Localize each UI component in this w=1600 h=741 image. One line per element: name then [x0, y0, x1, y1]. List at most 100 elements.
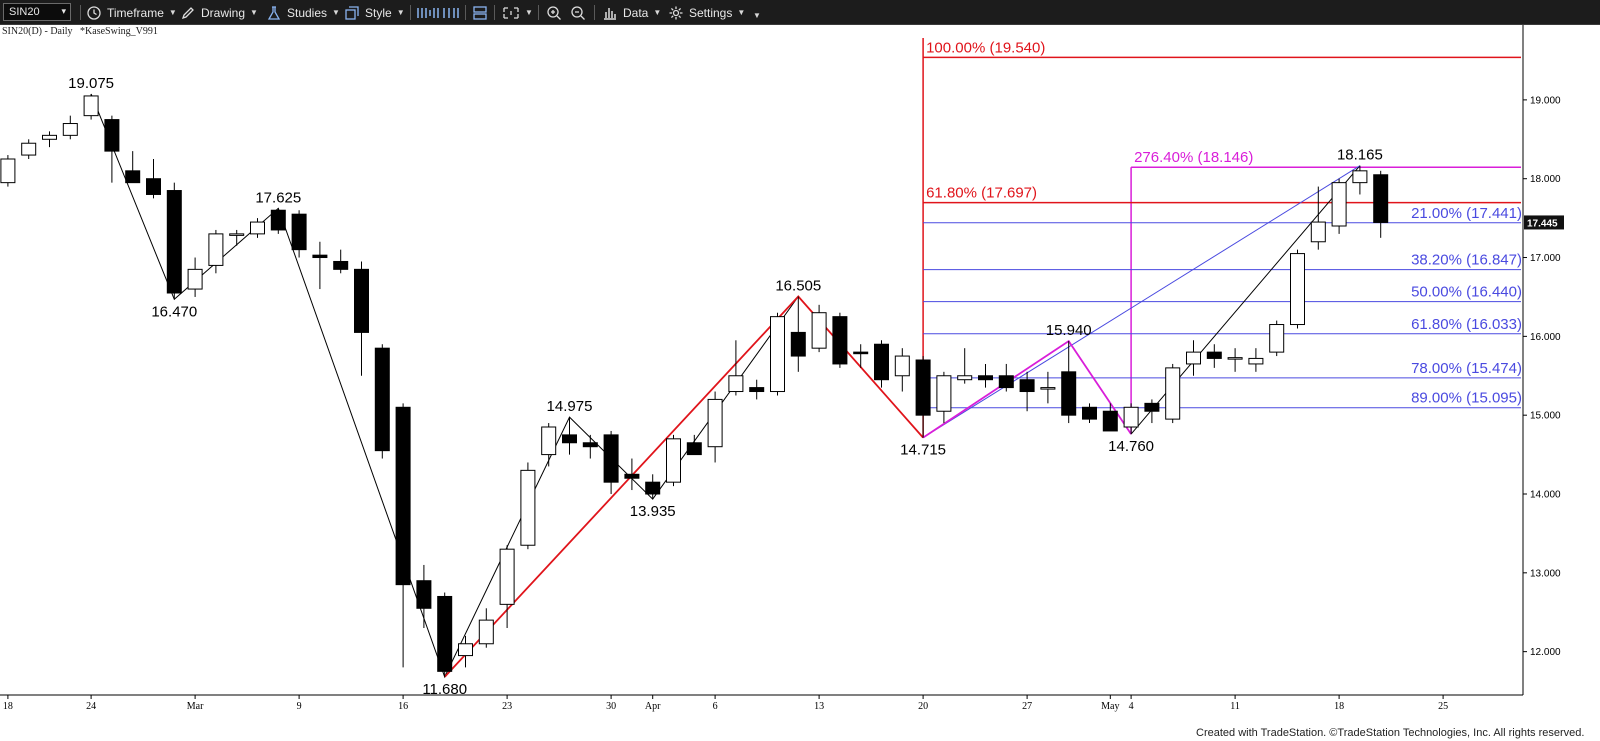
- y-tick-label: 14.000: [1530, 490, 1561, 501]
- x-tick-label: 9: [297, 701, 302, 712]
- candle-up: [666, 438, 681, 483]
- chevron-down-icon: ▼: [250, 8, 258, 17]
- style-icon: [345, 5, 359, 20]
- cursor-menu[interactable]: ▼: [502, 0, 533, 25]
- y-tick-label: 16.000: [1530, 332, 1561, 343]
- candle-up: [520, 469, 536, 546]
- x-tick-label: 13: [814, 701, 824, 712]
- x-tick-label: Apr: [645, 701, 661, 712]
- candles-group: [0, 93, 1389, 677]
- candle-down: [146, 178, 161, 195]
- candle-up: [811, 312, 827, 349]
- candle-down: [374, 347, 390, 452]
- blue-fib-label: 50.00% (16.440): [1411, 284, 1522, 301]
- candle-down: [998, 375, 1014, 389]
- layout-icon: [473, 5, 487, 20]
- symbol-info: SIN20(D) - Daily: [2, 26, 73, 37]
- chevron-down-icon: ▼: [653, 8, 662, 17]
- candle-down: [354, 268, 369, 333]
- style-label: Style: [365, 5, 392, 20]
- more-options-button[interactable]: ▼: [748, 3, 761, 28]
- candle-down: [832, 316, 848, 365]
- layout-button[interactable]: [472, 0, 488, 25]
- drawing-label: Drawing: [201, 5, 246, 20]
- symbol-dropdown-icon[interactable]: ▾: [61, 6, 66, 16]
- candle-up: [894, 355, 910, 377]
- candle-down: [1082, 406, 1097, 420]
- candle-up: [499, 548, 515, 605]
- x-tick-label: 30: [606, 701, 616, 712]
- x-tick-label: 4: [1129, 701, 1134, 712]
- bar-spacing-button[interactable]: [416, 0, 460, 25]
- timeframe-menu[interactable]: Timeframe ▼: [86, 0, 177, 25]
- x-tick-label: 16: [398, 701, 408, 712]
- candle-up: [83, 95, 99, 117]
- study-name: *KaseSwing_V991: [80, 26, 158, 37]
- candle-down: [125, 170, 141, 184]
- swing-label: 19.075: [68, 75, 114, 92]
- data-label: Data: [623, 5, 649, 20]
- blue-trend-line: [922, 165, 1361, 439]
- candle-down: [645, 481, 661, 495]
- flask-icon: [267, 5, 281, 20]
- candle-down: [104, 119, 120, 152]
- zoom-in-button[interactable]: [546, 0, 562, 25]
- swing-label: 11.680: [422, 681, 467, 698]
- candle-up: [21, 142, 37, 156]
- settings-menu[interactable]: Settings ▼: [668, 0, 745, 25]
- candle-up: [1310, 221, 1326, 243]
- candle-down: [291, 213, 307, 251]
- toolbar-divider: [494, 5, 495, 20]
- data-menu[interactable]: Data ▼: [602, 0, 661, 25]
- symbol-input[interactable]: SIN20 ▾: [3, 3, 71, 21]
- candle-up: [728, 375, 744, 393]
- toolbar-divider: [594, 5, 595, 20]
- candle-down: [603, 434, 619, 483]
- candle-down: [874, 343, 889, 381]
- y-tick-label: 12.000: [1530, 647, 1561, 658]
- candle-down: [416, 580, 432, 609]
- x-tick-label: 18: [3, 701, 13, 712]
- swing-label: 14.975: [547, 398, 593, 415]
- x-tick-label: 24: [86, 701, 96, 712]
- chevron-down-icon: ▼: [525, 8, 533, 17]
- style-menu[interactable]: Style ▼: [344, 0, 405, 25]
- zoom-out-button[interactable]: [570, 0, 586, 25]
- chevron-down-icon: ▼: [332, 8, 340, 17]
- swing-label: 13.935: [630, 503, 676, 520]
- black-swing-line: [90, 93, 799, 679]
- candle-down: [437, 595, 453, 672]
- studies-menu[interactable]: Studies ▼: [266, 0, 340, 25]
- blue-fib-label: 38.20% (16.847): [1411, 252, 1522, 269]
- candle-down: [582, 442, 598, 448]
- last-price-box: [1524, 215, 1564, 230]
- drawing-menu[interactable]: Drawing ▼: [180, 0, 258, 25]
- x-tick-label: 25: [1438, 701, 1448, 712]
- candle-up: [1186, 351, 1201, 365]
- toolbar: SIN20 ▾ Timeframe ▼ Drawing ▼ Studies ▼ …: [0, 0, 1600, 25]
- y-tick-label: 18.000: [1530, 174, 1561, 185]
- swing-label: 16.470: [151, 303, 197, 320]
- swing-label: 17.625: [255, 189, 301, 206]
- candle-up: [458, 643, 473, 657]
- swing-label: 14.760: [1108, 438, 1154, 455]
- candle-up: [1269, 324, 1285, 353]
- symbol-text: SIN20: [9, 6, 40, 18]
- y-tick-label: 17.000: [1530, 253, 1561, 264]
- fib-levels-group: [922, 38, 1521, 438]
- x-tick-label: May: [1101, 701, 1119, 712]
- candle-down: [686, 442, 702, 456]
- candle-down: [790, 331, 806, 357]
- candle-down: [978, 375, 993, 381]
- red-fib-label: 100.00% (19.540): [926, 39, 1045, 56]
- x-tick-label: 27: [1022, 701, 1032, 712]
- candle-down: [1373, 174, 1389, 223]
- red-swing-line: [444, 295, 924, 678]
- candle-down: [166, 190, 182, 294]
- candle-down: [1019, 379, 1035, 393]
- timeframe-label: Timeframe: [107, 5, 164, 20]
- magenta-fib-label: 276.40% (18.146): [1134, 149, 1253, 166]
- price-chart[interactable]: 12.000 13.000 14.000 15.000 16.000 17.000 18.0…: [0, 25, 1600, 741]
- chevron-down-icon: ▼: [737, 8, 746, 17]
- candle-down: [333, 260, 349, 270]
